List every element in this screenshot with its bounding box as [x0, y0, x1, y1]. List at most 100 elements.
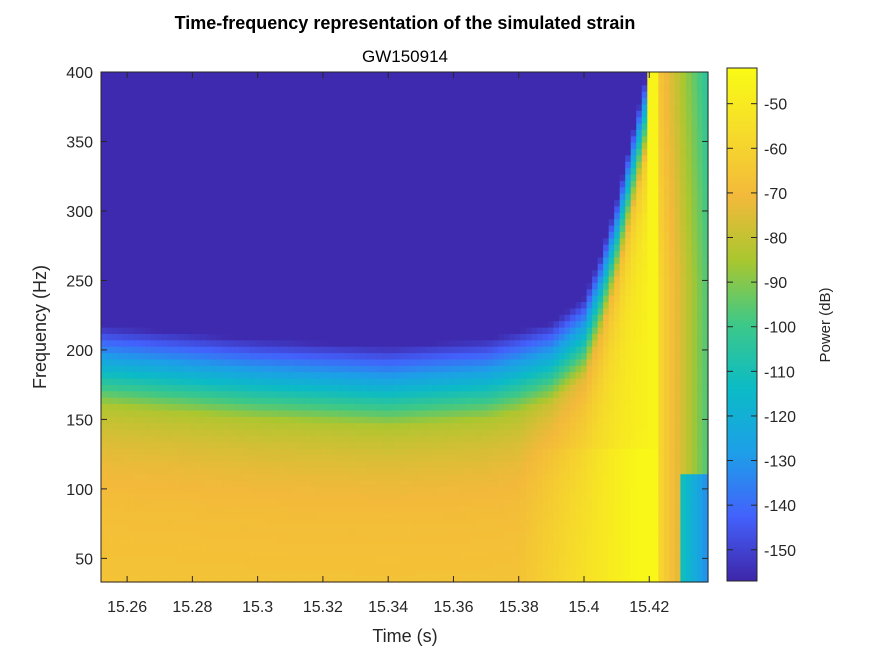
heatmap-cell — [343, 174, 350, 181]
heatmap-cell — [145, 263, 152, 271]
heatmap-cell — [134, 416, 141, 424]
heatmap-cell — [294, 199, 301, 207]
heatmap-cell — [227, 333, 235, 341]
heatmap-cell — [189, 244, 196, 252]
heatmap-cell — [338, 531, 345, 538]
heatmap-cell — [376, 129, 384, 137]
heatmap-cell — [183, 473, 190, 481]
heatmap-cell — [338, 199, 345, 207]
heatmap-cell — [371, 499, 378, 507]
heatmap-cell — [288, 320, 295, 328]
heatmap-cell — [365, 505, 372, 513]
heatmap-cell — [410, 110, 417, 118]
heatmap-cell — [255, 307, 262, 315]
heatmap-cell — [238, 358, 246, 366]
heatmap-cell — [310, 276, 317, 283]
heatmap-cell — [266, 301, 273, 309]
heatmap-cell — [371, 205, 378, 213]
heatmap-cell — [371, 422, 378, 430]
heatmap-cell — [404, 282, 411, 290]
heatmap-cell — [332, 486, 339, 494]
heatmap-cell — [117, 295, 124, 303]
heatmap-cell — [421, 556, 428, 564]
heatmap-cell — [167, 441, 174, 449]
heatmap-cell — [266, 562, 273, 570]
heatmap-cell — [338, 390, 345, 398]
heatmap-cell — [172, 333, 179, 341]
heatmap-cell — [387, 435, 395, 443]
heatmap-cell — [432, 397, 439, 405]
heatmap-cell — [145, 365, 152, 373]
heatmap-cell — [183, 429, 190, 436]
heatmap-cell — [387, 320, 395, 328]
heatmap-cell — [310, 186, 317, 194]
heatmap-cell — [398, 537, 406, 545]
heatmap-cell — [404, 295, 411, 303]
heatmap-cell — [398, 135, 406, 143]
heatmap-cell — [106, 416, 113, 424]
heatmap-cell — [338, 403, 345, 411]
heatmap-cell — [123, 346, 130, 354]
heatmap-cell — [432, 103, 439, 111]
heatmap-cell — [106, 384, 113, 392]
heatmap-cell — [227, 454, 235, 462]
heatmap-cell — [216, 186, 223, 194]
heatmap-cell — [227, 556, 235, 564]
heatmap-cell — [338, 135, 345, 143]
heatmap-cell — [211, 403, 218, 411]
heatmap-cell — [371, 467, 378, 475]
heatmap-cell — [288, 276, 295, 283]
heatmap-cell — [266, 378, 273, 385]
heatmap-cell — [437, 212, 444, 220]
heatmap-cell — [305, 244, 312, 252]
heatmap-cell — [156, 562, 163, 570]
heatmap-cell — [393, 575, 400, 583]
heatmap-cell — [101, 327, 108, 334]
heatmap-cell — [404, 186, 411, 194]
heatmap-cell — [332, 123, 339, 130]
heatmap-cell — [365, 129, 372, 137]
heatmap-cell — [189, 499, 196, 507]
heatmap-cell — [404, 103, 411, 111]
heatmap-cell — [310, 486, 317, 494]
heatmap-cell — [161, 314, 168, 322]
heatmap-cell — [161, 231, 168, 239]
heatmap-cell — [349, 72, 356, 79]
heatmap-cell — [123, 327, 130, 334]
heatmap-cell — [382, 174, 389, 181]
heatmap-cell — [272, 575, 279, 583]
heatmap-cell — [211, 180, 218, 188]
heatmap-cell — [156, 91, 163, 99]
heatmap-cell — [244, 441, 251, 449]
heatmap-cell — [316, 499, 323, 507]
heatmap-cell — [332, 237, 339, 245]
heatmap-cell — [316, 346, 323, 354]
heatmap-cell — [167, 575, 174, 583]
heatmap-cell — [123, 218, 130, 226]
heatmap-cell — [426, 135, 433, 143]
heatmap-cell — [343, 448, 350, 456]
heatmap-cell — [294, 174, 301, 181]
heatmap-cell — [261, 556, 268, 564]
heatmap-cell — [266, 524, 273, 532]
heatmap-cell — [437, 358, 444, 366]
heatmap-cell — [288, 205, 295, 213]
heatmap-cell — [371, 97, 378, 105]
heatmap-cell — [382, 543, 389, 551]
heatmap-cell — [443, 397, 450, 405]
heatmap-cell — [415, 84, 422, 92]
heatmap-cell — [305, 256, 312, 264]
heatmap-cell — [222, 167, 229, 175]
heatmap-cell — [150, 492, 157, 500]
heatmap-cell — [123, 301, 130, 309]
heatmap-cell — [106, 575, 113, 583]
heatmap-cell — [387, 244, 395, 252]
heatmap-cell — [255, 225, 262, 232]
heatmap-cell — [101, 110, 108, 118]
heatmap-cell — [404, 320, 411, 328]
heatmap-cell — [205, 78, 212, 86]
heatmap-cell — [310, 110, 317, 118]
heatmap-cell — [261, 97, 268, 105]
heatmap-cell — [227, 123, 235, 130]
heatmap-cell — [112, 116, 119, 124]
